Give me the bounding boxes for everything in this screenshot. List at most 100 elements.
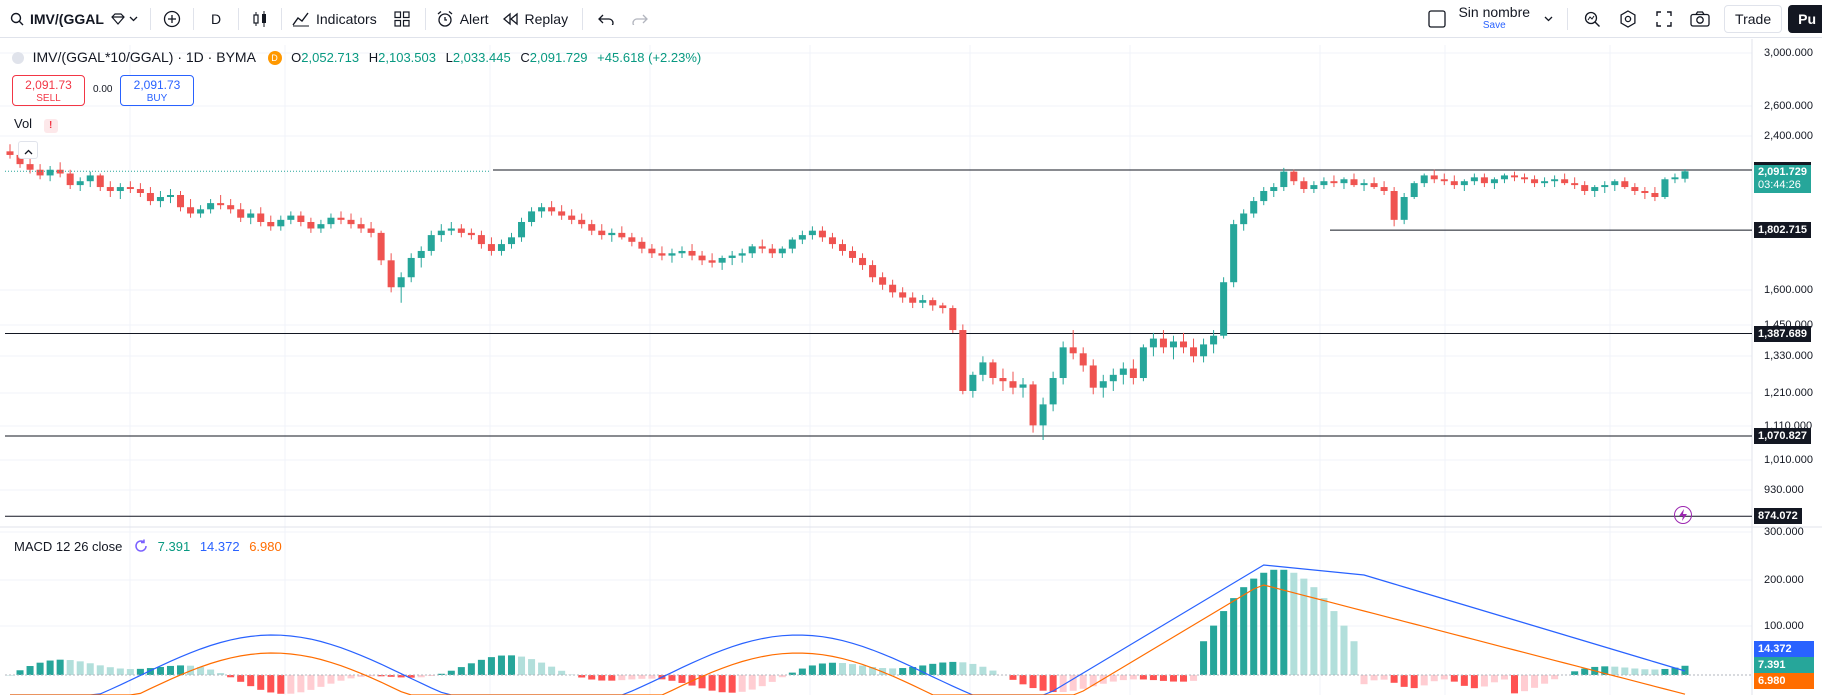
macd-histogram-bar bbox=[748, 675, 756, 690]
candle-body bbox=[247, 213, 255, 218]
macd-histogram-bar bbox=[437, 673, 445, 675]
legend-title[interactable]: IMV/(GGAL*10/GGAL) · 1D · BYMA bbox=[32, 49, 256, 65]
lightning-icon[interactable] bbox=[1674, 506, 1692, 524]
macd-histogram-bar bbox=[1079, 675, 1087, 689]
macd-histogram-bar bbox=[1390, 675, 1398, 683]
macd-histogram-bar bbox=[146, 668, 154, 675]
indicators-button[interactable]: Indicators bbox=[288, 0, 385, 38]
compare-diamond-button[interactable] bbox=[104, 0, 144, 38]
candle-body bbox=[1661, 179, 1669, 198]
candle-body bbox=[1490, 179, 1498, 184]
interval-button[interactable]: D bbox=[200, 0, 232, 38]
chart-type-button[interactable] bbox=[245, 0, 275, 38]
macd-histogram-bar bbox=[1581, 668, 1589, 675]
candle-body bbox=[1119, 368, 1127, 375]
candle-body bbox=[558, 211, 566, 216]
macd-histogram-bar bbox=[427, 675, 435, 677]
redo-button[interactable] bbox=[623, 0, 657, 38]
fullscreen-button[interactable] bbox=[1646, 0, 1682, 38]
macd-histogram-bar bbox=[106, 667, 114, 675]
refresh-icon[interactable] bbox=[134, 539, 148, 556]
snapshot-button[interactable] bbox=[1682, 0, 1718, 38]
candle-body bbox=[1480, 177, 1488, 184]
macd-histogram-bar bbox=[126, 669, 134, 675]
candle-body bbox=[1410, 183, 1418, 198]
collapse-button[interactable] bbox=[18, 141, 38, 159]
line-price-label[interactable]: 1,387.689 bbox=[1754, 325, 1811, 342]
macd-histogram-bar bbox=[1641, 669, 1649, 675]
candle-body bbox=[929, 300, 937, 306]
macd-histogram-bar bbox=[16, 670, 24, 675]
candle-body bbox=[397, 277, 405, 288]
candle-body bbox=[668, 253, 676, 256]
macd-histogram-bar bbox=[136, 668, 144, 675]
candle-body bbox=[1019, 384, 1027, 388]
vol-label[interactable]: Vol bbox=[14, 116, 33, 131]
candle-body bbox=[337, 217, 345, 220]
add-symbol-button[interactable] bbox=[157, 0, 187, 38]
candle-body bbox=[126, 187, 134, 190]
macd-histogram-bar bbox=[317, 675, 325, 687]
candle-body bbox=[568, 215, 576, 220]
candle-body bbox=[407, 257, 415, 278]
macd-histogram-bar bbox=[889, 668, 897, 675]
line-price-label[interactable]: 874.072 bbox=[1754, 508, 1802, 525]
undo-button[interactable] bbox=[589, 0, 623, 38]
macd-histogram-bar bbox=[76, 661, 84, 675]
candle-body bbox=[156, 197, 164, 202]
candle-body bbox=[1290, 171, 1298, 182]
macd-histogram-bar bbox=[808, 665, 816, 675]
quick-search-button[interactable] bbox=[1574, 0, 1610, 38]
macd-histogram-bar bbox=[1460, 675, 1468, 686]
macd-title[interactable]: MACD 12 26 close bbox=[14, 539, 123, 554]
publish-button[interactable]: Pu bbox=[1788, 4, 1822, 33]
macd-histogram-bar bbox=[909, 666, 917, 675]
last-price-label[interactable]: 2,091.729 03:44:26 bbox=[1754, 165, 1811, 194]
legend-logo-icon bbox=[12, 52, 24, 64]
macd-histogram-bar bbox=[377, 675, 385, 677]
candle-body bbox=[768, 248, 776, 254]
macd-histogram-bar bbox=[1310, 587, 1318, 675]
buy-button[interactable]: 2,091.73 BUY bbox=[120, 75, 194, 106]
rewind-icon bbox=[501, 12, 519, 26]
candle-body bbox=[507, 237, 516, 245]
chevron-up-icon bbox=[24, 144, 33, 155]
volume-legend: Vol ! bbox=[14, 116, 58, 133]
candle-body bbox=[1601, 185, 1609, 188]
warning-icon[interactable]: ! bbox=[43, 119, 58, 133]
layouts-button[interactable] bbox=[385, 0, 419, 38]
macd-histogram-bar bbox=[267, 675, 275, 693]
toolbar-divider bbox=[281, 7, 282, 30]
line-price-label[interactable]: 1,802.715 bbox=[1754, 222, 1811, 239]
candle-body bbox=[357, 224, 365, 229]
layout-square-icon bbox=[1428, 9, 1447, 28]
price-axis-tick: 1,010.000 bbox=[1764, 454, 1813, 466]
macd-histogram-bar bbox=[156, 666, 164, 675]
chart-canvas[interactable] bbox=[0, 39, 1822, 695]
macd-histogram-bar bbox=[1049, 675, 1057, 693]
macd-histogram-bar bbox=[1159, 675, 1167, 681]
settings-button[interactable] bbox=[1610, 0, 1646, 38]
symbol-search[interactable]: IMV/(GGAL bbox=[0, 0, 104, 38]
candles-series bbox=[5, 144, 1689, 441]
candle-body bbox=[427, 235, 435, 251]
macd-histogram-bar bbox=[1129, 675, 1137, 680]
trade-button[interactable]: Trade bbox=[1724, 4, 1783, 33]
legend-open-label: O bbox=[291, 50, 302, 65]
alert-button[interactable]: Alert bbox=[432, 0, 497, 38]
sell-button[interactable]: 2,091.73 SELL bbox=[12, 75, 85, 106]
macd-histogram-bar bbox=[1490, 675, 1498, 683]
candle-body bbox=[36, 169, 44, 176]
line-price-label[interactable]: 1,070.827 bbox=[1754, 428, 1811, 444]
candles-icon bbox=[252, 10, 268, 28]
replay-button[interactable]: Replay bbox=[497, 0, 577, 38]
candle-body bbox=[1059, 347, 1067, 379]
macd-value: 7.391 bbox=[157, 539, 191, 554]
candle-body bbox=[1169, 341, 1177, 348]
macd-histogram-bar bbox=[528, 659, 536, 675]
price-axis-tick: 100.000 bbox=[1764, 620, 1804, 632]
candle-body bbox=[1109, 374, 1117, 382]
layout-name-button[interactable]: Sin nombre Save bbox=[1420, 0, 1561, 38]
candle-body bbox=[1360, 183, 1368, 186]
macd-histogram-bar bbox=[768, 675, 776, 682]
